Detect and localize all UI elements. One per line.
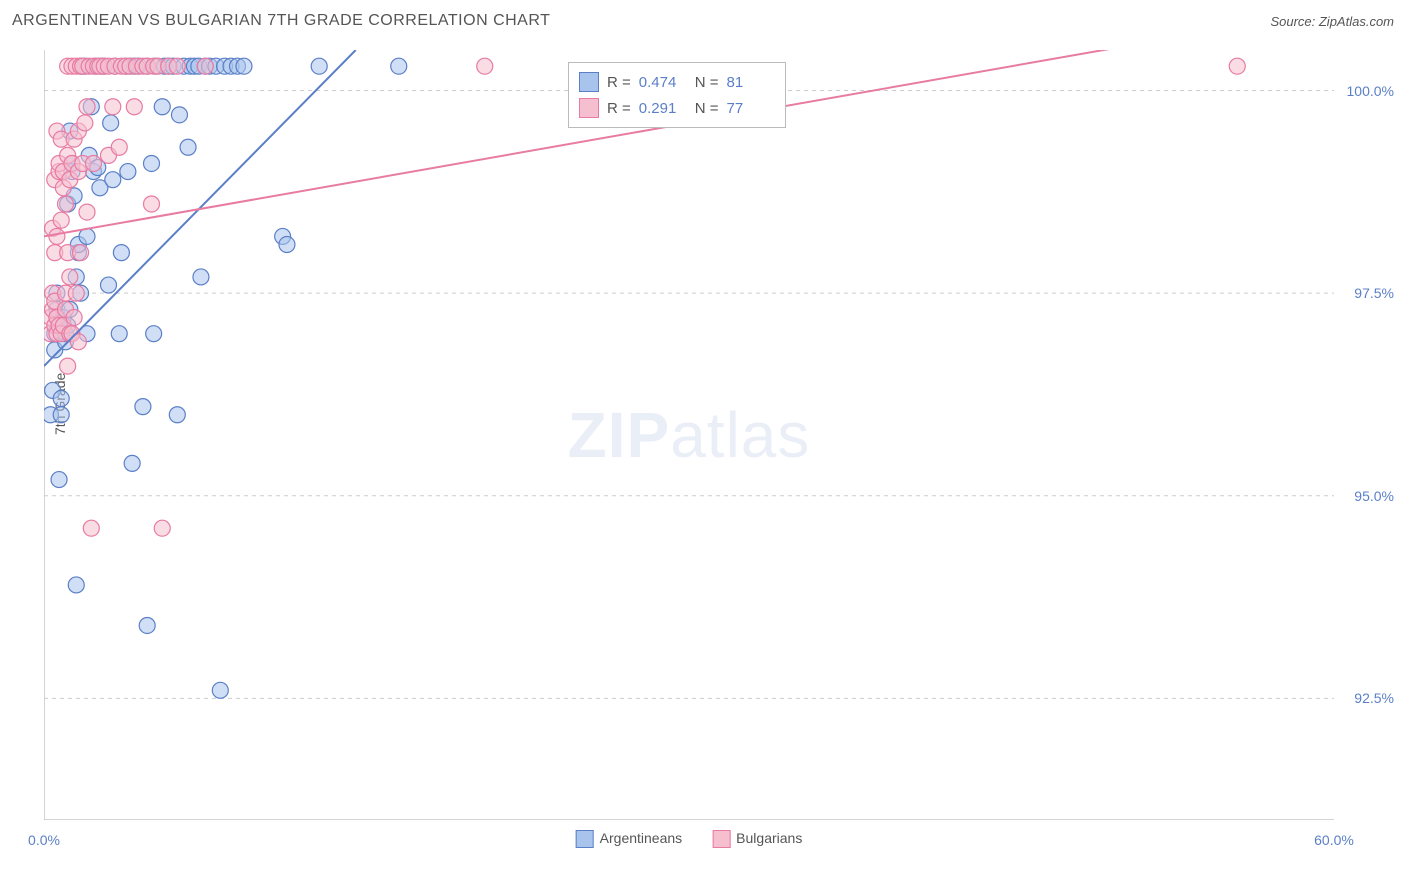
scatter-point xyxy=(105,172,121,188)
bottom-legend: Argentineans Bulgarians xyxy=(576,830,803,848)
scatter-point xyxy=(169,58,185,74)
legend-swatch xyxy=(579,72,599,92)
scatter-point xyxy=(124,455,140,471)
scatter-point xyxy=(79,99,95,115)
x-tick-label-left: 0.0% xyxy=(28,832,60,848)
scatter-point xyxy=(85,155,101,171)
scatter-point xyxy=(144,155,160,171)
scatter-point xyxy=(113,245,129,261)
scatter-point xyxy=(53,407,69,423)
scatter-point xyxy=(101,277,117,293)
scatter-point xyxy=(111,326,127,342)
scatter-point xyxy=(103,115,119,131)
scatter-point xyxy=(391,58,407,74)
scatter-point xyxy=(51,472,67,488)
stats-row: R = 0.291 N = 77 xyxy=(579,95,775,121)
legend-swatch xyxy=(712,830,730,848)
scatter-point xyxy=(68,285,84,301)
scatter-point xyxy=(144,196,160,212)
scatter-point xyxy=(311,58,327,74)
stats-legend-box: R = 0.474 N = 81 R = 0.291 N = 77 xyxy=(568,62,786,128)
legend-swatch xyxy=(576,830,594,848)
scatter-point xyxy=(58,196,74,212)
scatter-point xyxy=(477,58,493,74)
scatter-point xyxy=(171,107,187,123)
scatter-point xyxy=(77,115,93,131)
y-tick-label: 97.5% xyxy=(1354,285,1394,301)
scatter-point xyxy=(62,269,78,285)
scatter-point xyxy=(135,399,151,415)
chart-title: ARGENTINEAN VS BULGARIAN 7TH GRADE CORRE… xyxy=(12,12,550,29)
stat-label-n: N = xyxy=(695,74,719,91)
scatter-point xyxy=(79,204,95,220)
stats-row: R = 0.474 N = 81 xyxy=(579,69,775,95)
stat-label-n: N = xyxy=(695,100,719,117)
scatter-point xyxy=(279,237,295,253)
scatter-point xyxy=(53,391,69,407)
scatter-point xyxy=(212,682,228,698)
scatter-point xyxy=(83,520,99,536)
stat-value-n: 77 xyxy=(727,100,775,117)
y-tick-label: 100.0% xyxy=(1347,83,1394,99)
scatter-point xyxy=(73,245,89,261)
scatter-point xyxy=(49,228,65,244)
scatter-point xyxy=(180,139,196,155)
scatter-point xyxy=(146,326,162,342)
scatter-point xyxy=(53,212,69,228)
y-tick-label: 95.0% xyxy=(1354,488,1394,504)
source-credit: Source: ZipAtlas.com xyxy=(1270,14,1394,29)
scatter-point xyxy=(1229,58,1245,74)
scatter-point xyxy=(139,617,155,633)
stat-label-r: R = xyxy=(607,74,631,91)
scatter-plot xyxy=(44,50,1334,820)
header-bar: ARGENTINEAN VS BULGARIAN 7TH GRADE CORRE… xyxy=(12,12,1394,40)
stat-value-r: 0.291 xyxy=(639,100,687,117)
scatter-point xyxy=(154,99,170,115)
x-tick-label-right: 60.0% xyxy=(1314,832,1354,848)
stat-value-r: 0.474 xyxy=(639,74,687,91)
legend-swatch xyxy=(579,98,599,118)
scatter-point xyxy=(126,99,142,115)
scatter-point xyxy=(169,407,185,423)
scatter-point xyxy=(66,309,82,325)
scatter-point xyxy=(120,164,136,180)
plot-container: 7th Grade ZIPatlas R =0.474N =81R =0.291… xyxy=(44,50,1334,820)
legend-item: Bulgarians xyxy=(712,830,802,848)
stat-label-r: R = xyxy=(607,100,631,117)
legend-label: Bulgarians xyxy=(736,830,802,846)
scatter-point xyxy=(154,520,170,536)
scatter-point xyxy=(68,577,84,593)
legend-label: Argentineans xyxy=(600,830,683,846)
y-tick-label: 92.5% xyxy=(1354,690,1394,706)
scatter-point xyxy=(193,269,209,285)
scatter-point xyxy=(105,99,121,115)
scatter-point xyxy=(197,58,213,74)
scatter-point xyxy=(236,58,252,74)
legend-item: Argentineans xyxy=(576,830,683,848)
stat-value-n: 81 xyxy=(727,74,775,91)
scatter-point xyxy=(111,139,127,155)
scatter-point xyxy=(60,358,76,374)
